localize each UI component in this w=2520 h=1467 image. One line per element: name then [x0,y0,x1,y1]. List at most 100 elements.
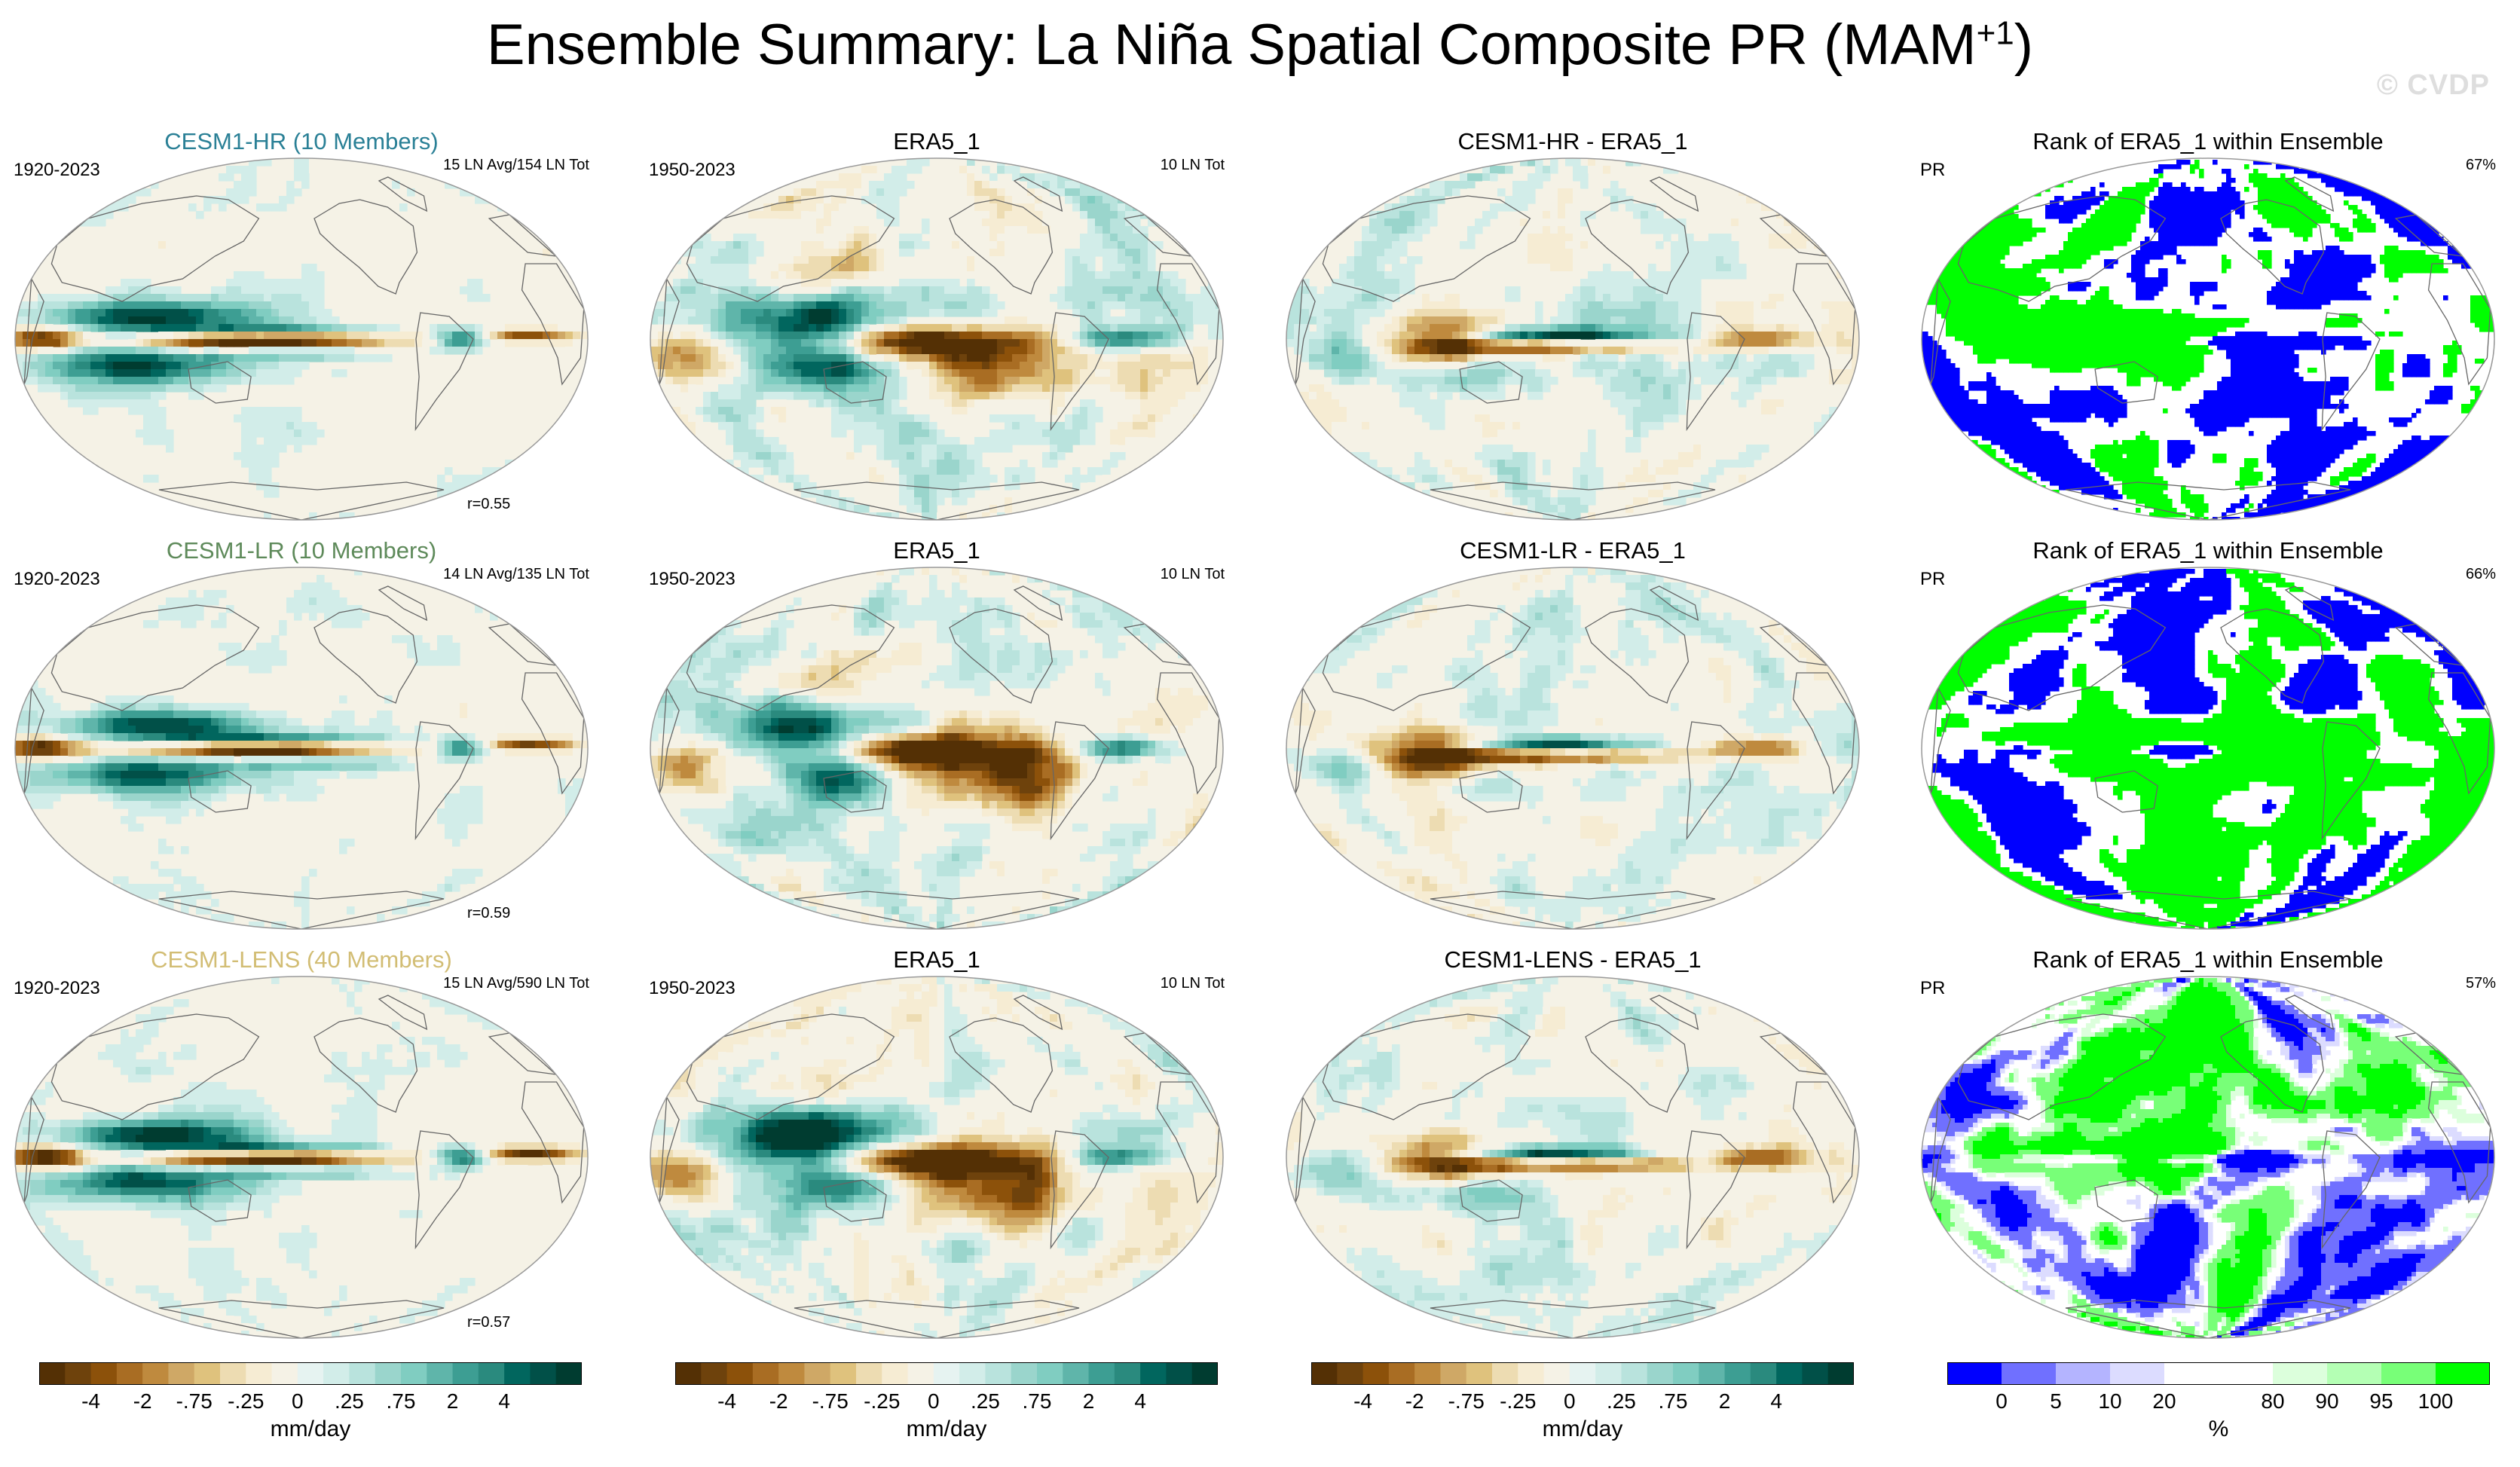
coastline-7 [378,176,428,212]
colorbar-tick-label: 100 [2418,1389,2454,1414]
rank-percent: 57% [2466,975,2496,992]
coastline-2 [1156,672,1220,795]
colorbar-swatch [1063,1362,1090,1385]
colorbar-swatch [116,1362,143,1385]
coastline-6 [823,770,887,813]
coastline-2 [521,263,585,386]
colorbar-swatch [1388,1362,1415,1385]
colorbar-swatch [1088,1362,1115,1385]
colorbar-swatch [478,1362,505,1385]
coastline-1 [2321,312,2381,432]
model-years: 1920-2023 [14,569,100,590]
coastline-8 [794,891,1080,929]
colorbar-tick-label: 4 [1770,1389,1782,1414]
colorbar-tick-label: 5 [2050,1389,2062,1414]
coastline-6 [2094,770,2158,813]
figure-title: Ensemble Summary: La Niña Spatial Compos… [0,17,2520,74]
coastline-6 [2094,1179,2158,1222]
coastline-3 [1930,1095,1951,1203]
rank-variable: PR [1920,569,1945,590]
coastline-0 [1585,608,1690,704]
colorbar-swatch [1543,1362,1570,1385]
obs-event-counts: 10 LN Tot [1161,566,1225,583]
model-map-row2 [14,567,589,930]
rank-title: Rank of ERA5_1 within Ensemble [1907,128,2509,155]
coastline-3 [23,1095,44,1203]
coastline-4 [1957,604,2167,711]
coastline-0 [313,1017,418,1113]
colorbar-swatch [555,1362,582,1385]
colorbar-tick-label: 0 [1564,1389,1576,1414]
coastline-3 [1295,1095,1316,1203]
colorbar-swatch [2002,1362,2057,1385]
coastline-4 [50,604,260,711]
colorbar-tick-label: 2 [447,1389,459,1414]
colorbar-swatch [504,1362,531,1385]
coastline-0 [2220,1017,2325,1113]
rank-title: Rank of ERA5_1 within Ensemble [1907,946,2509,973]
colorbar-swatch [778,1362,805,1385]
colorbar-swatch [2381,1362,2436,1385]
colorbar-swatch [530,1362,557,1385]
coastline-7 [1013,995,1063,1031]
model-panel-row1: CESM1-HR (10 Members) 1920-2023 15 LN Avg/… [0,121,603,542]
rank-panel-row3: Rank of ERA5_1 within Ensemble PR 57% [1907,939,2509,1361]
coastline-3 [1930,686,1951,794]
colorbar-tick-label: 0 [292,1389,304,1414]
model-title: CESM1-HR (10 Members) [0,128,603,155]
cvdp-watermark: © CVDP [2377,69,2490,102]
colorbar-swatch [323,1362,350,1385]
pr-colorbar-1: -4 -2 -.75 -.25 0 .25 .75 2 4 mm/day [39,1362,582,1445]
rank-map-row2 [1921,567,2495,930]
diff-title: CESM1-HR - ERA5_1 [1271,128,1874,155]
colorbar-units: % [1947,1417,2490,1442]
rank-panel-row2: Rank of ERA5_1 within Ensemble PR 66% [1907,530,2509,952]
coastline-2 [521,1081,585,1204]
colorbar-swatch [1466,1362,1493,1385]
obs-map-row3 [650,976,1224,1339]
coastline-6 [2094,361,2158,404]
model-event-counts: 15 LN Avg/590 LN Tot [443,975,589,992]
coastline-7 [1649,585,1699,622]
model-map-row1 [14,157,589,521]
colorbar-swatch [1440,1362,1467,1385]
colorbar-tick-label: 0 [1996,1389,2008,1414]
colorbar-swatch [1311,1362,1338,1385]
obs-event-counts: 10 LN Tot [1161,975,1225,992]
diff-map-row3 [1286,976,1860,1339]
colorbar-tick-label: 4 [1134,1389,1146,1414]
coastline-8 [794,481,1080,520]
coastline-8 [1430,481,1716,520]
colorbar-tick-label: 2 [1083,1389,1095,1414]
coastline-0 [1585,199,1690,295]
colorbar-tick-label: -2 [133,1389,152,1414]
rank-percent: 67% [2466,157,2496,174]
colorbar-swatch [752,1362,779,1385]
coastline-6 [1459,1179,1523,1222]
colorbar-tick-label: 0 [928,1389,940,1414]
pattern-correlation: r=0.55 [467,496,510,513]
coastline-1 [1050,1130,1109,1250]
colorbar-swatch [401,1362,427,1385]
model-event-counts: 15 LN Avg/154 LN Tot [443,157,589,174]
colorbar-tick-label: .75 [387,1389,416,1414]
colorbar-swatch [1166,1362,1193,1385]
obs-title: ERA5_1 [635,128,1238,155]
coastline-3 [1295,686,1316,794]
coastline-3 [23,686,44,794]
coastline-4 [1957,195,2167,302]
coastline-7 [2284,585,2335,622]
coastline-8 [2065,891,2351,929]
coastline-3 [659,1095,680,1203]
colorbar-swatch [933,1362,960,1385]
coastline-4 [1322,604,1531,711]
colorbar-tick-label: -.25 [1500,1389,1536,1414]
colorbar-swatch [39,1362,66,1385]
coastline-8 [794,1300,1080,1338]
colorbar-swatch [2110,1362,2165,1385]
colorbar-tick-label: -2 [769,1389,788,1414]
colorbar-swatch [1037,1362,1063,1385]
obs-panel-row2: ERA5_1 1950-2023 10 LN Tot [635,530,1238,952]
colorbar-tick-label: 2 [1719,1389,1731,1414]
colorbar-swatch [1518,1362,1545,1385]
